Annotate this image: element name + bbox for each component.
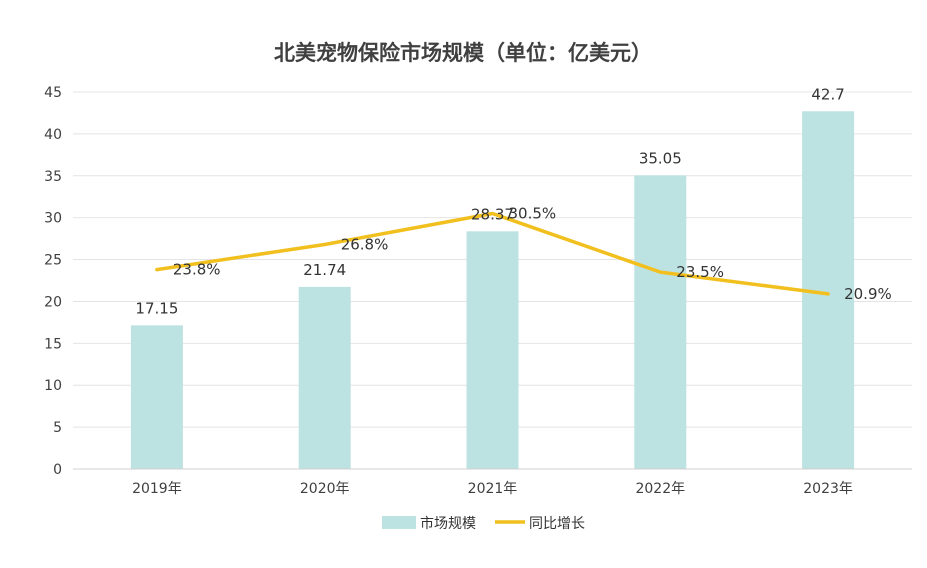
x-tick-label: 2022年	[635, 481, 685, 497]
y-tick-label: 20	[44, 294, 62, 310]
bar	[466, 231, 519, 469]
x-tick-label: 2019年	[132, 481, 182, 497]
legend-swatch-bar	[382, 516, 416, 529]
legend: 市场规模 同比增长	[382, 515, 585, 532]
y-tick-label: 5	[53, 420, 62, 436]
y-tick-label: 15	[44, 336, 62, 352]
line-data-label: 23.5%	[676, 263, 724, 281]
y-tick-label: 10	[44, 378, 62, 394]
line-data-label: 30.5%	[509, 204, 557, 222]
y-tick-label: 35	[44, 169, 62, 185]
bar	[634, 175, 687, 469]
y-axis: 0 5 10 15 20 25 30 35 40 45	[44, 85, 62, 478]
y-tick-label: 25	[44, 253, 62, 269]
y-tick-label: 40	[44, 127, 62, 143]
legend-label-bar: 市场规模	[420, 515, 476, 532]
bar-series	[130, 111, 855, 469]
bar	[298, 286, 351, 469]
y-tick-label: 0	[53, 462, 62, 478]
x-tick-label: 2020年	[300, 481, 350, 497]
data-labels: 17.15 21.74 28.37 35.05 42.7 23.8% 26.8% 30.5% 2…	[135, 85, 891, 317]
bar-data-label: 35.05	[639, 149, 682, 167]
y-tick-label: 30	[44, 211, 62, 227]
bar-data-label: 21.74	[303, 261, 346, 279]
bar	[130, 325, 183, 469]
bar-data-label: 17.15	[135, 299, 178, 317]
x-axis: 2019年 2020年 2021年 2022年 2023年	[73, 468, 912, 497]
x-tick-label: 2023年	[803, 481, 853, 497]
line-data-label: 23.8%	[173, 261, 221, 279]
line-data-label: 20.9%	[844, 285, 892, 303]
bar-data-label: 28.37	[471, 205, 514, 223]
line-data-label: 26.8%	[341, 235, 389, 253]
line-series	[155, 211, 830, 296]
x-tick-label: 2021年	[468, 481, 518, 497]
y-tick-label: 45	[44, 85, 62, 101]
growth-line	[155, 211, 830, 296]
chart-title: 北美宠物保险市场规模（单位：亿美元）	[274, 41, 652, 65]
legend-label-line: 同比增长	[529, 516, 585, 532]
bar-data-label: 42.7	[811, 85, 844, 103]
